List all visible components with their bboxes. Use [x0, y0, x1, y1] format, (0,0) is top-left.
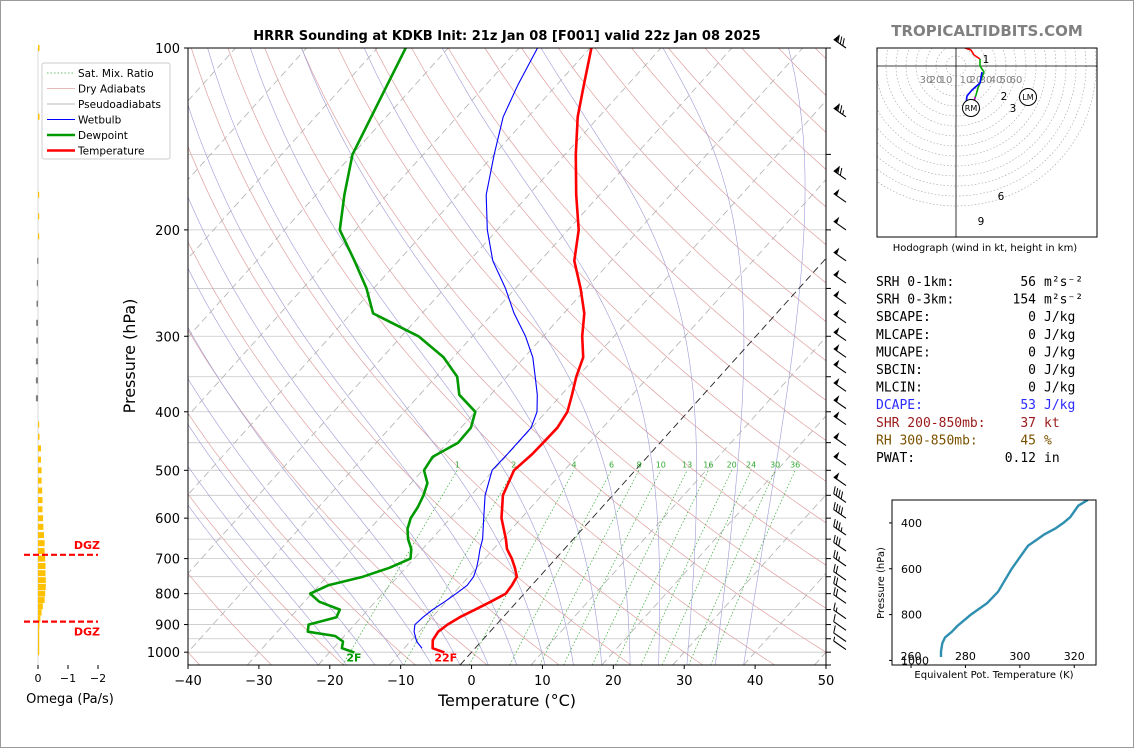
sounding-figure: HRRR Sounding at KDKB Init: 21z Jan 08 […: [0, 0, 1134, 748]
figure-frame: [0, 0, 1134, 748]
